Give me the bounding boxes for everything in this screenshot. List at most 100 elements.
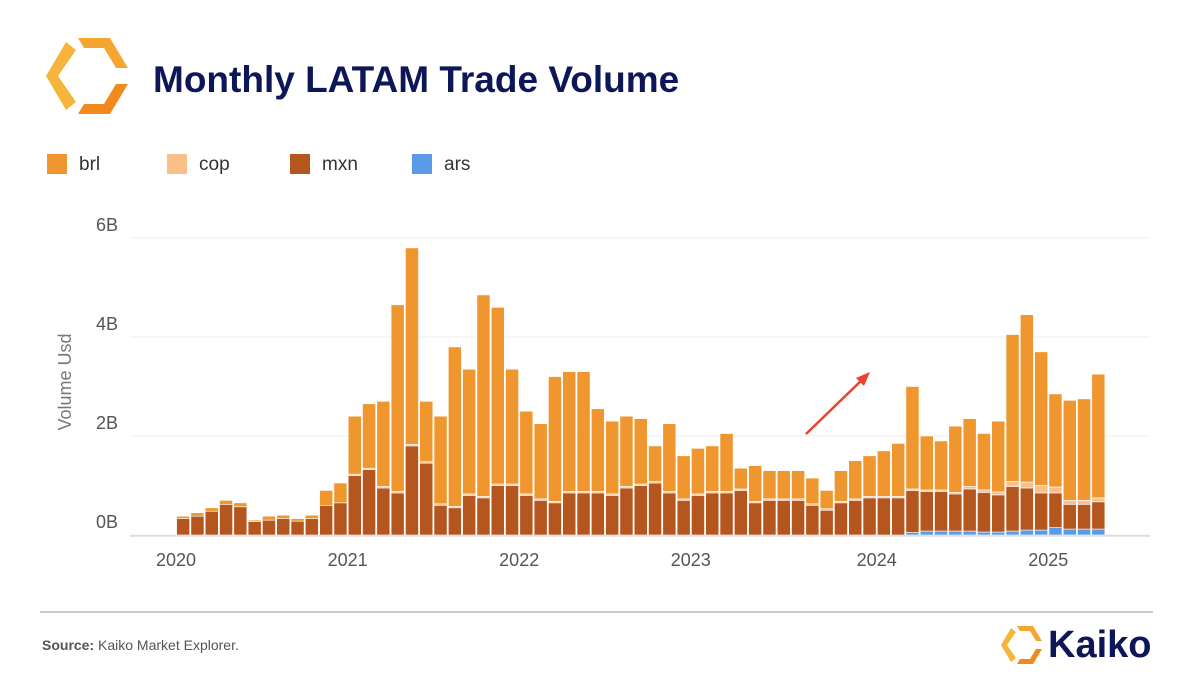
bar-segment — [333, 482, 348, 504]
bar-segment — [1019, 487, 1034, 531]
bar-segment — [362, 469, 376, 536]
bar-segment — [977, 433, 991, 491]
bar-segment — [376, 487, 391, 536]
bar-segment — [247, 521, 262, 536]
brand: Kaiko — [1048, 624, 1151, 666]
bar-segment — [605, 420, 619, 495]
bar-segment — [991, 531, 1006, 536]
bar-segment — [691, 495, 705, 536]
bar-segment — [419, 401, 434, 463]
bar-segment — [405, 247, 419, 445]
bar-segment — [991, 494, 1006, 533]
bar-segment — [977, 531, 991, 536]
bar-segment — [1005, 481, 1020, 487]
bar-segment — [533, 500, 548, 536]
bar-segment — [876, 497, 891, 536]
bar-segment — [977, 489, 991, 493]
bar-segment — [490, 306, 505, 485]
bar-segment — [462, 368, 477, 495]
x-tick-label: 2025 — [1028, 550, 1068, 570]
bar-segment — [891, 497, 905, 536]
bar-segment — [1034, 351, 1048, 486]
bar-segment — [476, 497, 491, 536]
x-tick-label: 2021 — [328, 550, 368, 570]
bar-segment — [376, 401, 391, 487]
bar-segment — [934, 530, 948, 536]
bar-segment — [1005, 530, 1020, 536]
bar-segment — [733, 490, 748, 536]
bar-segment — [962, 530, 977, 536]
bar-segment — [176, 515, 191, 519]
bar-segment — [791, 500, 805, 536]
bar-segment — [319, 504, 334, 536]
bar-segment — [548, 376, 562, 502]
bar-segment — [176, 518, 191, 536]
bar-segment — [1048, 393, 1063, 488]
bar-segment — [934, 440, 948, 491]
bar-segment — [219, 504, 233, 536]
bar-segment — [748, 502, 762, 536]
bar-segment — [1062, 500, 1077, 505]
bar-segment — [1077, 504, 1091, 530]
bar-segment — [619, 487, 634, 536]
bar-segment — [834, 502, 848, 536]
bar-segment — [805, 477, 820, 505]
bar-segment — [247, 519, 262, 522]
bar-segment — [233, 502, 248, 508]
bar-segment — [1034, 492, 1048, 531]
bar-segment — [548, 502, 562, 536]
legend-swatch — [47, 154, 67, 174]
bar-segment — [1062, 400, 1077, 501]
bar-segment — [676, 500, 691, 536]
bar-segment — [977, 492, 991, 533]
bar-segment — [948, 493, 963, 532]
bar-segment — [648, 482, 662, 536]
bar-segment — [648, 445, 662, 482]
bar-segment — [762, 470, 777, 500]
bar-segment — [605, 495, 619, 536]
bar-segment — [848, 500, 863, 536]
legend-label: brl — [79, 154, 100, 175]
y-axis-label: Volume Usd — [55, 333, 75, 430]
bar-segment — [776, 500, 791, 536]
bar-segment — [276, 514, 291, 519]
bar-segment — [1091, 528, 1106, 536]
bar-segment — [433, 415, 448, 505]
bar-segment — [562, 492, 577, 536]
legend-label: cop — [199, 154, 230, 175]
bar-segment — [1019, 481, 1034, 489]
bar-segment — [848, 460, 863, 500]
bar-segment — [962, 418, 977, 487]
bar-segment — [1048, 486, 1063, 494]
x-tick-label: 2022 — [499, 550, 539, 570]
y-tick-label: 6B — [96, 215, 118, 235]
bar-segment — [505, 485, 519, 536]
bar-segment — [1034, 485, 1048, 494]
bar-segment — [276, 518, 291, 536]
bar-segment — [219, 500, 233, 505]
bar-segment — [862, 455, 877, 497]
bar-segment — [719, 492, 734, 536]
bar-segment — [1062, 528, 1077, 536]
y-tick-label: 2B — [96, 413, 118, 433]
bar-segment — [962, 488, 977, 532]
bar-segment — [948, 530, 963, 536]
logo-icon — [46, 38, 128, 114]
bar-segment — [347, 475, 362, 536]
source-label: Source: — [42, 637, 94, 653]
bar-segment — [519, 410, 534, 495]
bar-segment — [390, 492, 405, 536]
bar-segment — [447, 507, 462, 536]
bar-segment — [991, 420, 1006, 493]
bar-segment — [1048, 527, 1063, 536]
bar-segment — [633, 418, 648, 485]
bar-segment — [1005, 486, 1020, 532]
bar-segment — [791, 470, 805, 500]
bar-segment — [919, 491, 934, 532]
bar-segment — [262, 515, 276, 521]
bar-segment — [676, 455, 691, 500]
bar-segment — [576, 371, 591, 492]
bar-segment — [991, 491, 1006, 496]
y-tick-label: 4B — [96, 314, 118, 334]
